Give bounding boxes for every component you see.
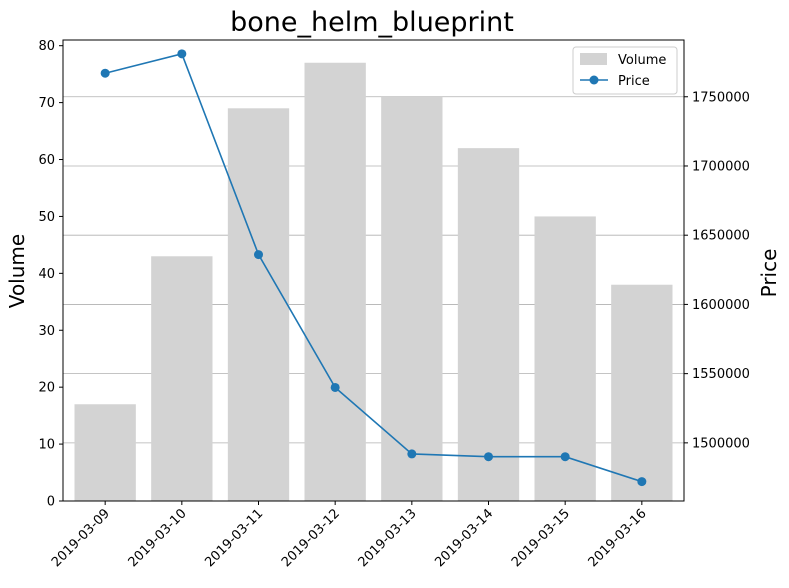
price-point <box>254 250 263 260</box>
volume-bar <box>304 62 366 501</box>
chart-title: bone_helm_blueprint <box>230 7 514 38</box>
y2-tick-label: 1700000 <box>692 159 750 174</box>
y-tick-label: 0 <box>47 495 55 510</box>
y2-tick-label: 1650000 <box>692 229 750 244</box>
x-tick-label: 2019-03-13 <box>356 506 420 570</box>
x-tick-label: 2019-03-14 <box>432 506 496 570</box>
y2-tick-label: 1600000 <box>692 298 750 313</box>
y-tick-label: 40 <box>38 267 55 282</box>
price-point <box>100 68 110 78</box>
y-tick-label: 30 <box>38 324 55 339</box>
price-point <box>177 49 187 59</box>
y2-tick-label: 1550000 <box>692 367 750 382</box>
x-tick-label: 2019-03-09 <box>49 506 113 570</box>
legend-volume-swatch <box>580 53 607 65</box>
y-tick-label: 60 <box>38 153 55 168</box>
y2-axis-ticks: 1500000 1550000 1600000 1650000 1700000 17500… <box>684 90 750 451</box>
y-axis-label: Volume <box>5 234 29 308</box>
y-tick-label: 10 <box>38 438 55 453</box>
volume-bar <box>74 404 136 501</box>
volume-bar <box>151 256 213 501</box>
x-tick-label: 2019-03-12 <box>279 506 343 570</box>
x-axis-ticks: 2019-03-09 2019-03-10 2019-03-11 2019-03-12… <box>49 501 650 570</box>
price-point <box>560 452 570 462</box>
price-line-path <box>104 52 643 483</box>
price-point <box>407 449 417 459</box>
price-point <box>637 477 647 487</box>
volume-bar <box>381 96 443 502</box>
plot-frame <box>62 39 685 502</box>
y-tick-label: 50 <box>38 210 55 225</box>
volume-bar <box>611 284 673 501</box>
y2-tick-label: 1500000 <box>692 436 750 451</box>
y2-axis-label: Price <box>757 249 781 298</box>
legend: Volume Price <box>572 46 678 95</box>
x-tick-label: 2019-03-10 <box>126 506 190 570</box>
y2-tick-label: 1750000 <box>692 90 750 105</box>
price-point <box>330 382 340 392</box>
volume-bar <box>227 108 290 501</box>
y-axis-ticks: 0 10 20 30 40 50 60 70 80 <box>38 39 63 510</box>
legend-price-marker <box>589 75 599 85</box>
price-line <box>100 49 647 487</box>
y-tick-label: 80 <box>38 39 55 54</box>
volume-bar <box>457 148 520 501</box>
legend-volume-label: Volume <box>618 53 666 68</box>
y-tick-label: 70 <box>38 96 55 111</box>
legend-price-label: Price <box>618 74 650 89</box>
x-tick-label: 2019-03-16 <box>586 506 650 570</box>
x-tick-label: 2019-03-15 <box>509 506 573 570</box>
price-point <box>484 452 493 462</box>
x-tick-label: 2019-03-11 <box>202 506 266 570</box>
volume-bars <box>74 62 673 502</box>
y-tick-label: 20 <box>38 381 55 396</box>
